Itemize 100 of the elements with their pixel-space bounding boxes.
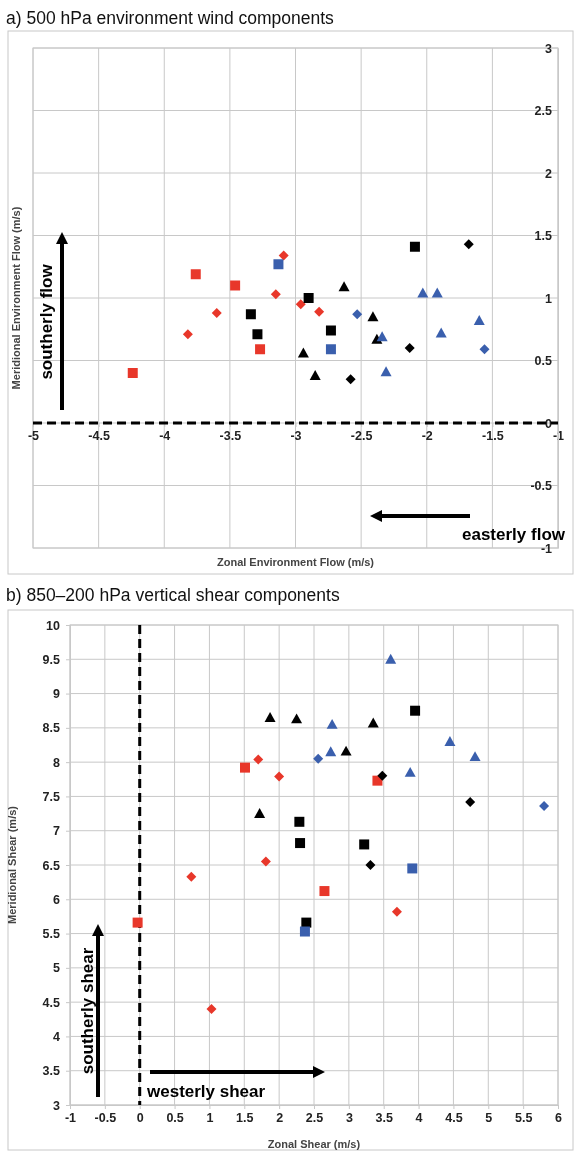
x-tick-label: 3.5 — [375, 1110, 393, 1125]
point — [376, 331, 388, 342]
y-tick-label: 2 — [545, 166, 553, 181]
y-tick-label: 0 — [545, 416, 553, 431]
point — [325, 746, 337, 757]
x-tick-label: -4 — [159, 428, 171, 443]
point — [473, 315, 485, 325]
point — [367, 717, 379, 728]
point — [294, 816, 305, 827]
x-tick-label: 2.5 — [305, 1110, 324, 1125]
y-tick-label: 3.5 — [42, 1064, 61, 1079]
point — [206, 1004, 217, 1014]
chart-title: a) 500 hPa environment wind components — [6, 8, 335, 28]
y-tick-label: 1.5 — [534, 229, 553, 243]
x-tick-label: -3 — [290, 428, 302, 443]
x-tick-label: 3 — [345, 1110, 353, 1125]
y-tick-label: 5 — [53, 961, 61, 976]
point — [326, 718, 338, 729]
point — [338, 281, 350, 292]
y-tick-label: 2.5 — [534, 104, 553, 118]
point — [444, 736, 456, 746]
point — [291, 713, 303, 724]
point — [385, 653, 397, 664]
x-tick-label: -4.5 — [88, 428, 110, 443]
point — [211, 308, 222, 318]
point — [297, 347, 309, 358]
y-tick-label: 4 — [53, 1029, 61, 1044]
point — [404, 766, 416, 777]
point — [127, 368, 138, 378]
point — [274, 771, 285, 782]
y-tick-label: 7 — [53, 824, 61, 839]
point — [273, 259, 284, 270]
y-tick-label: 4.5 — [42, 995, 61, 1010]
point — [372, 775, 383, 786]
point — [299, 926, 310, 937]
y-tick-label: 6 — [53, 892, 61, 907]
x-tick-label: 0 — [136, 1110, 144, 1125]
point — [254, 808, 266, 818]
y-tick-label: 3 — [53, 1098, 61, 1113]
annotation: easterly flow — [462, 525, 566, 544]
point — [295, 299, 306, 310]
x-tick-label: -0.5 — [94, 1110, 117, 1125]
point — [465, 796, 476, 807]
point — [325, 344, 336, 355]
point — [435, 327, 447, 338]
point — [367, 311, 379, 322]
point — [469, 751, 481, 762]
point — [309, 370, 321, 380]
point — [352, 309, 363, 320]
point — [409, 241, 420, 252]
y-tick-label: 1 — [545, 291, 553, 306]
point — [253, 754, 264, 765]
point — [270, 289, 281, 300]
y-tick-label: 10 — [46, 618, 61, 633]
annotation: westerly shear — [146, 1082, 266, 1101]
point — [295, 838, 306, 849]
x-tick-label: -1.5 — [482, 428, 504, 443]
x-axis-title: Zonal Environment Flow (m/s) — [216, 556, 375, 568]
y-tick-label: 9.5 — [42, 652, 61, 667]
x-axis-title: Zonal Shear (m/s) — [267, 1138, 361, 1150]
point — [182, 329, 193, 340]
chart-title: b) 850–200 hPa vertical shear components — [6, 585, 340, 605]
point — [340, 745, 352, 756]
y-tick-label: -1 — [540, 541, 553, 556]
y-tick-label: 0.5 — [534, 354, 553, 368]
point — [377, 770, 388, 781]
x-tick-label: 1.5 — [236, 1110, 254, 1125]
annotation: southerly flow — [37, 263, 56, 380]
x-tick-label: 5 — [485, 1110, 493, 1125]
x-tick-label: 4.5 — [445, 1110, 463, 1125]
x-tick-label: -5 — [27, 428, 40, 443]
point — [319, 886, 330, 897]
point — [264, 712, 276, 722]
y-tick-label: 7.5 — [42, 789, 61, 804]
point — [431, 287, 443, 298]
point — [245, 309, 256, 320]
x-tick-label: 1 — [206, 1110, 214, 1125]
point — [325, 325, 336, 336]
y-tick-label: 8.5 — [42, 721, 61, 736]
x-tick-label: -2.5 — [350, 428, 373, 443]
point — [359, 839, 370, 850]
y-tick-label: 3 — [545, 41, 553, 56]
point — [252, 329, 263, 340]
point — [132, 917, 143, 928]
point — [410, 705, 421, 716]
x-tick-label: 0.5 — [166, 1110, 184, 1125]
point — [239, 762, 250, 773]
point — [345, 374, 356, 385]
x-tick-label: 5.5 — [514, 1110, 533, 1125]
point — [417, 287, 429, 298]
y-axis-title: Meridional Shear (m/s) — [6, 805, 18, 924]
x-tick-label: -3.5 — [219, 428, 242, 443]
point — [539, 801, 550, 812]
point — [407, 863, 418, 874]
point — [255, 344, 266, 355]
y-tick-label: 8 — [53, 755, 61, 770]
x-tick-label: -1 — [64, 1110, 77, 1125]
y-tick-label: 6.5 — [42, 858, 61, 873]
point — [479, 344, 490, 355]
y-axis-title: Meridional Environment Flow (m/s) — [10, 206, 22, 390]
